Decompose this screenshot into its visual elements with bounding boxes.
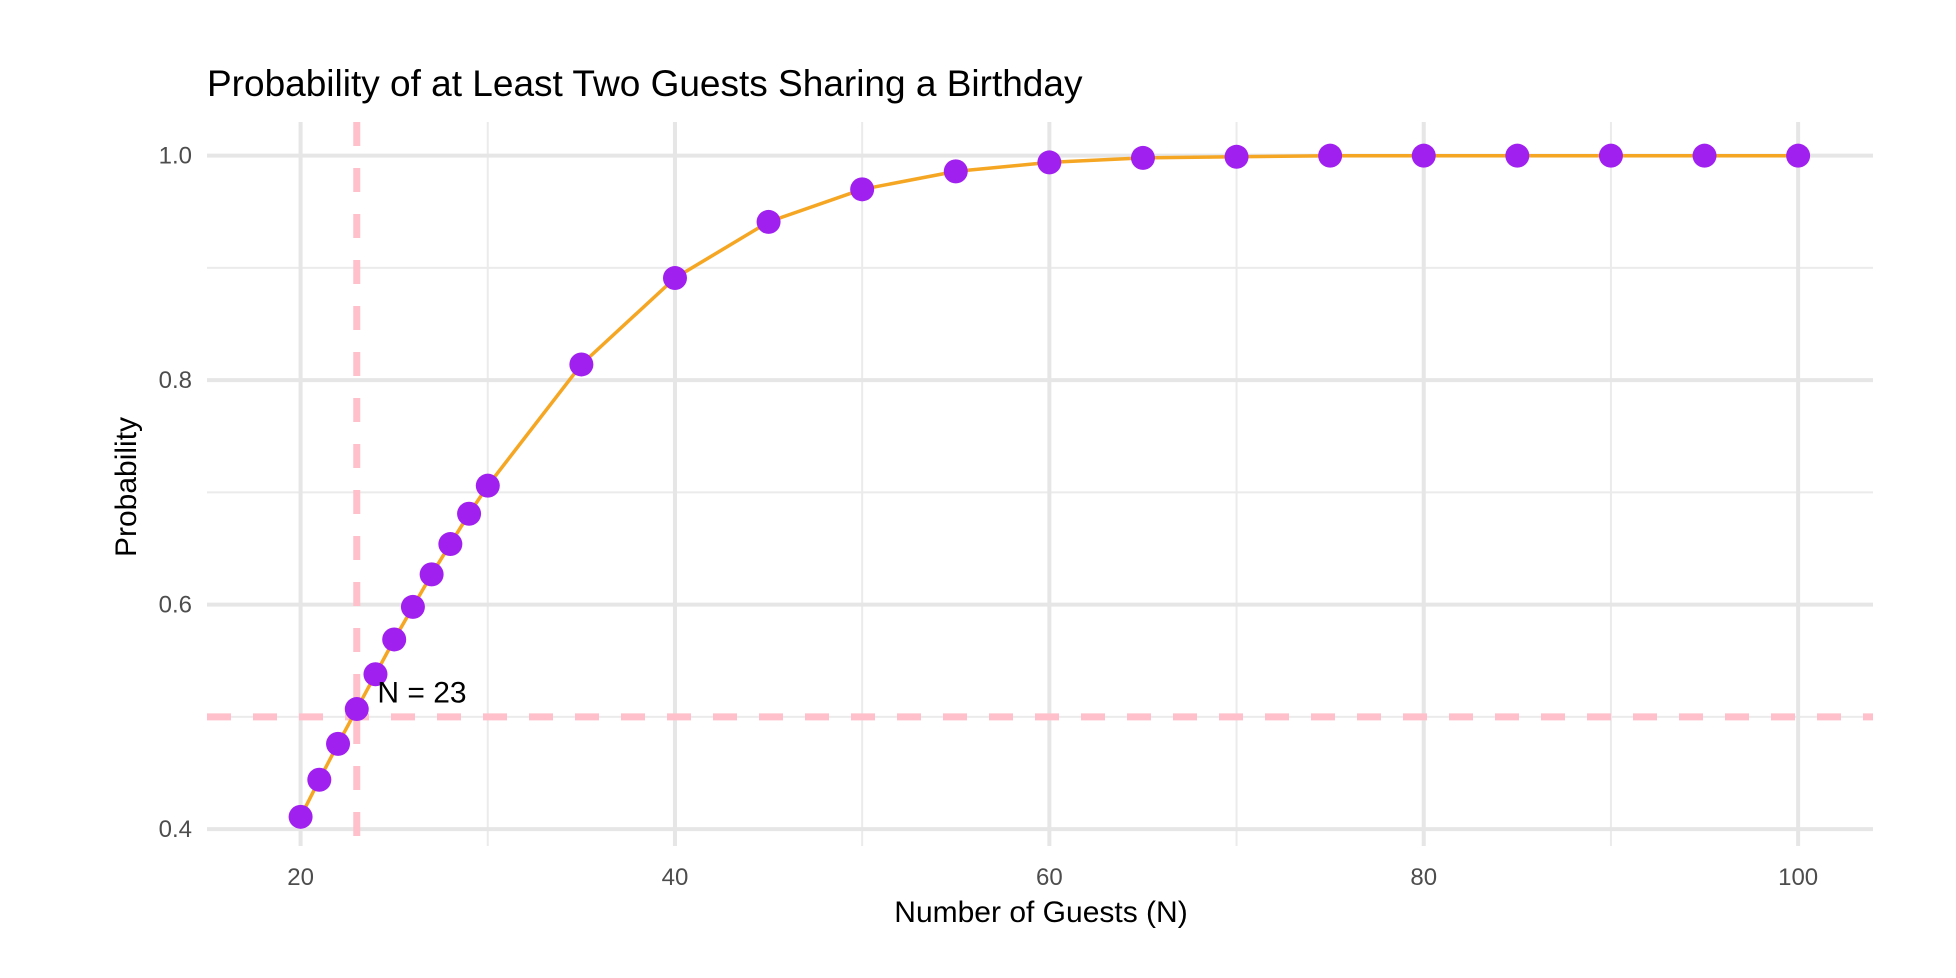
axis-ticks: 20 40 60 80 100 0.4 0.6 0.8 1.0	[159, 143, 1819, 891]
data-point	[401, 595, 425, 619]
data-point	[757, 210, 781, 234]
annotation-label: N = 23	[377, 676, 466, 709]
data-point	[663, 266, 687, 290]
data-point	[1225, 145, 1249, 169]
data-point	[1131, 146, 1155, 170]
chart-title: Probability of at Least Two Guests Shari…	[207, 63, 1083, 104]
data-point	[1318, 144, 1342, 168]
data-point	[457, 502, 481, 526]
data-point	[289, 805, 313, 829]
y-tick-label: 0.6	[159, 592, 192, 619]
x-tick-label: 60	[1036, 864, 1063, 891]
data-point	[382, 627, 406, 651]
y-tick-label: 0.8	[159, 367, 192, 394]
data-point	[1786, 144, 1810, 168]
data-point	[326, 732, 350, 756]
data-point	[569, 352, 593, 376]
y-axis-title: Probability	[110, 417, 143, 557]
reference-lines	[207, 122, 1873, 846]
x-tick-label: 40	[662, 864, 689, 891]
data-point	[438, 532, 462, 556]
annotations: N = 23	[377, 676, 466, 709]
data-point	[1505, 144, 1529, 168]
data-point	[1037, 150, 1061, 174]
x-tick-label: 80	[1410, 864, 1437, 891]
grid-lines	[207, 122, 1873, 846]
data-point	[345, 697, 369, 721]
x-tick-label: 20	[287, 864, 314, 891]
data-point	[1599, 144, 1623, 168]
data-point	[1412, 144, 1436, 168]
data-point	[850, 177, 874, 201]
data-point	[307, 768, 331, 792]
x-axis-title: Number of Guests (N)	[894, 896, 1187, 929]
data-point	[1693, 144, 1717, 168]
y-tick-label: 0.4	[159, 816, 192, 843]
data-point	[420, 562, 444, 586]
y-tick-label: 1.0	[159, 143, 192, 170]
data-point	[944, 159, 968, 183]
x-tick-label: 100	[1778, 864, 1818, 891]
data-point	[476, 474, 500, 498]
